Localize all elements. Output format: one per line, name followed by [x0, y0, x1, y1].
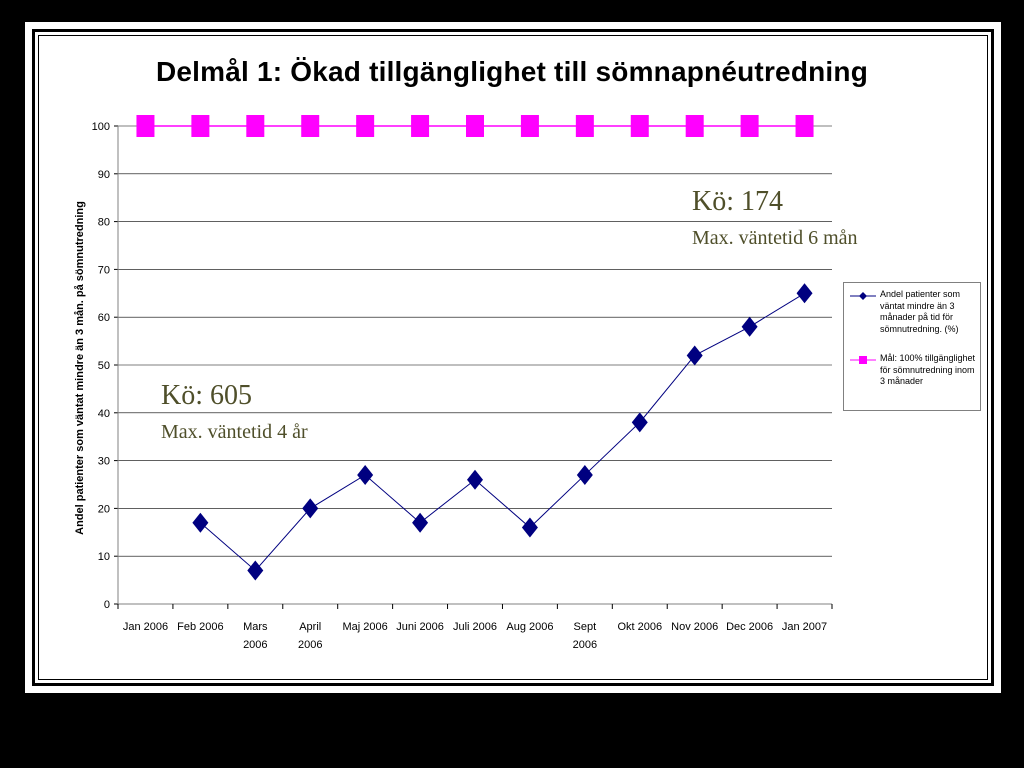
y-axis-title: Andel patienter som väntat mindre än 3 m…: [74, 201, 86, 535]
x-tick-label-line: Sept: [574, 621, 597, 633]
x-tick-label-line: Juli 2006: [453, 621, 497, 633]
left-queue-annotation: Kö: 605: [161, 380, 252, 411]
legend-label-target: Mål: 100% tillgänglighet för sömnutredni…: [880, 353, 980, 388]
x-tick-label: Sept 2006: [573, 621, 597, 651]
y-tick-label: 80: [98, 217, 110, 229]
legend-line: sömnutredning. (%): [880, 323, 959, 334]
data-point-diamond: [631, 412, 648, 433]
slide-frame: [25, 22, 1001, 693]
data-point-square: [356, 115, 375, 137]
y-tick-label: 100: [92, 121, 110, 133]
data-point-square: [685, 115, 704, 137]
data-point-square: [740, 115, 759, 137]
frame-border-inner: [38, 35, 988, 680]
right-queue-annotation: Kö: 174: [692, 186, 783, 217]
data-point-square: [466, 115, 484, 137]
x-tick-label: Dec 2006: [726, 621, 773, 633]
data-point-diamond: [686, 345, 703, 366]
legend-entry-actual: Andel patienter som väntat mindre än 3 m…: [848, 289, 980, 349]
legend-label-actual: Andel patienter som väntat mindre än 3 m…: [880, 289, 980, 335]
y-tick-label: 30: [98, 456, 110, 468]
x-tick-label: Nov 2006: [671, 621, 718, 633]
x-tick-label: Okt 2006: [617, 621, 662, 633]
data-point-diamond: [467, 469, 483, 490]
data-point-square: [575, 115, 594, 137]
y-tick-label: 70: [98, 264, 110, 276]
data-point-square: [246, 115, 265, 137]
x-tick-label-line: 2006: [243, 639, 267, 651]
series-line-actual: [200, 292, 805, 572]
x-tick-label-line: Maj 2006: [343, 621, 388, 633]
x-tick-label: Jan 2007: [782, 621, 827, 633]
y-tick-label: 10: [98, 551, 110, 563]
x-tick-label-line: Dec 2006: [726, 621, 773, 633]
slide-title: Delmål 1: Ökad tillgänglighet till sömna…: [155, 56, 869, 87]
x-tick-label: Juni 2006: [396, 621, 444, 633]
x-tick-label-line: Okt 2006: [617, 621, 662, 633]
data-point-diamond: [247, 560, 264, 581]
data-point-square: [411, 115, 430, 137]
x-tick-label-line: 2006: [298, 639, 322, 651]
legend-line: väntat mindre än 3: [880, 300, 955, 311]
x-tick-label-line: April: [299, 621, 321, 633]
data-point-square: [630, 115, 649, 137]
data-point-square: [136, 115, 155, 137]
data-point-diamond: [521, 517, 538, 538]
y-tick-label: 60: [98, 312, 110, 324]
series-layer: [136, 115, 814, 581]
x-tick-label: Mars 2006: [243, 621, 268, 651]
right-wait-annotation: Max. väntetid 6 mån: [692, 227, 858, 249]
x-tick-label: Juli 2006: [453, 621, 497, 633]
frame-border-outer: [32, 29, 994, 686]
x-tick-label-line: Feb 2006: [177, 621, 223, 633]
data-point-diamond: [192, 512, 209, 533]
x-tick-label-line: Juni 2006: [396, 621, 444, 633]
data-point-square: [301, 115, 320, 137]
data-point-diamond: [302, 498, 319, 519]
y-tick-label: 90: [98, 169, 110, 181]
legend-line: Mål: 100% tillgänglighet: [880, 353, 976, 363]
x-tick-label: Maj 2006: [343, 621, 388, 633]
data-point-diamond: [576, 464, 593, 485]
x-tick-label: Feb 2006: [177, 621, 223, 633]
data-point-square: [520, 115, 539, 137]
data-point-diamond: [741, 316, 758, 337]
legend-line: 3 månader: [880, 376, 924, 386]
legend-diamond-icon: [850, 292, 876, 300]
data-point-square: [795, 115, 814, 137]
legend-entry-target: Mål: 100% tillgänglighet för sömnutredni…: [848, 353, 980, 403]
legend-line: månader på tid för: [880, 312, 954, 322]
x-tick-label: April 2006: [298, 621, 322, 651]
legend-square-icon: [850, 356, 876, 364]
x-tick-label-line: Mars: [243, 621, 268, 633]
data-point-diamond: [412, 512, 429, 533]
y-tick-label: 0: [104, 599, 110, 611]
y-tick-label: 50: [98, 360, 110, 372]
y-tick-label: 40: [98, 408, 110, 420]
legend-line: för sömnutredning inom: [880, 364, 975, 375]
x-tick-label-line: Aug 2006: [506, 621, 553, 633]
chart-legend: Andel patienter som väntat mindre än 3 m…: [843, 282, 981, 411]
data-point-square: [191, 115, 210, 137]
axes: 0 10 20 30 40 50 60 70 80 90 100 Jan 2006 Feb 2006 Ma…: [92, 121, 833, 651]
x-tick-label-line: Jan 2007: [782, 621, 827, 633]
x-tick-label-line: Jan 2006: [123, 621, 168, 633]
y-tick-label: 20: [98, 503, 110, 515]
x-tick-label-line: 2006: [573, 639, 597, 651]
data-point-diamond: [357, 464, 374, 485]
x-tick-label: Jan 2006: [123, 621, 168, 633]
x-tick-label: Aug 2006: [506, 621, 553, 633]
x-tick-label-line: Nov 2006: [671, 621, 718, 633]
legend-line: Andel patienter som: [880, 289, 961, 299]
data-point-diamond: [796, 283, 813, 304]
left-wait-annotation: Max. väntetid 4 år: [161, 421, 308, 443]
